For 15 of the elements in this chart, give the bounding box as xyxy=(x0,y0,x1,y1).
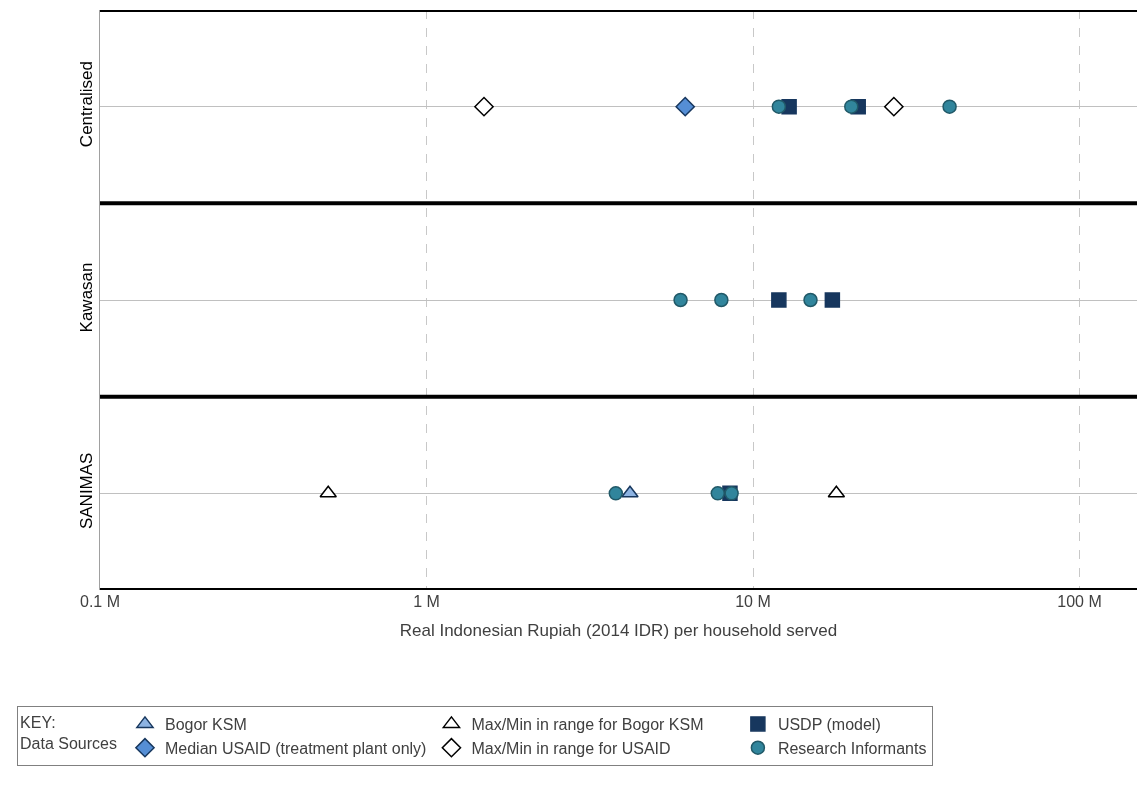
legend-title: KEY: Data Sources xyxy=(20,713,117,752)
x-tick-label: 1 M xyxy=(413,593,440,610)
y-tick-label: Kawasan xyxy=(77,262,97,333)
legend-label: USDP (model) xyxy=(777,716,881,734)
x-tick-label: 0.1 M xyxy=(79,593,121,610)
legend-label: Research Informants xyxy=(777,739,927,757)
legend-label: Median USAID (treatment plant only) xyxy=(164,739,427,757)
legend-label: Bogor KSM xyxy=(164,716,247,734)
y-tick-label: Centralised xyxy=(77,61,97,148)
y-tick-label: SANIMAS xyxy=(77,452,97,530)
legend-label: Max/Min in range for Bogor KSM xyxy=(471,716,704,734)
x-tick-label: 100 M xyxy=(1057,593,1102,610)
legend-label: Max/Min in range for USAID xyxy=(471,739,671,757)
x-tick-label: 10 M xyxy=(735,593,771,610)
x-axis-title: Real Indonesian Rupiah (2014 IDR) per household served xyxy=(399,621,838,641)
